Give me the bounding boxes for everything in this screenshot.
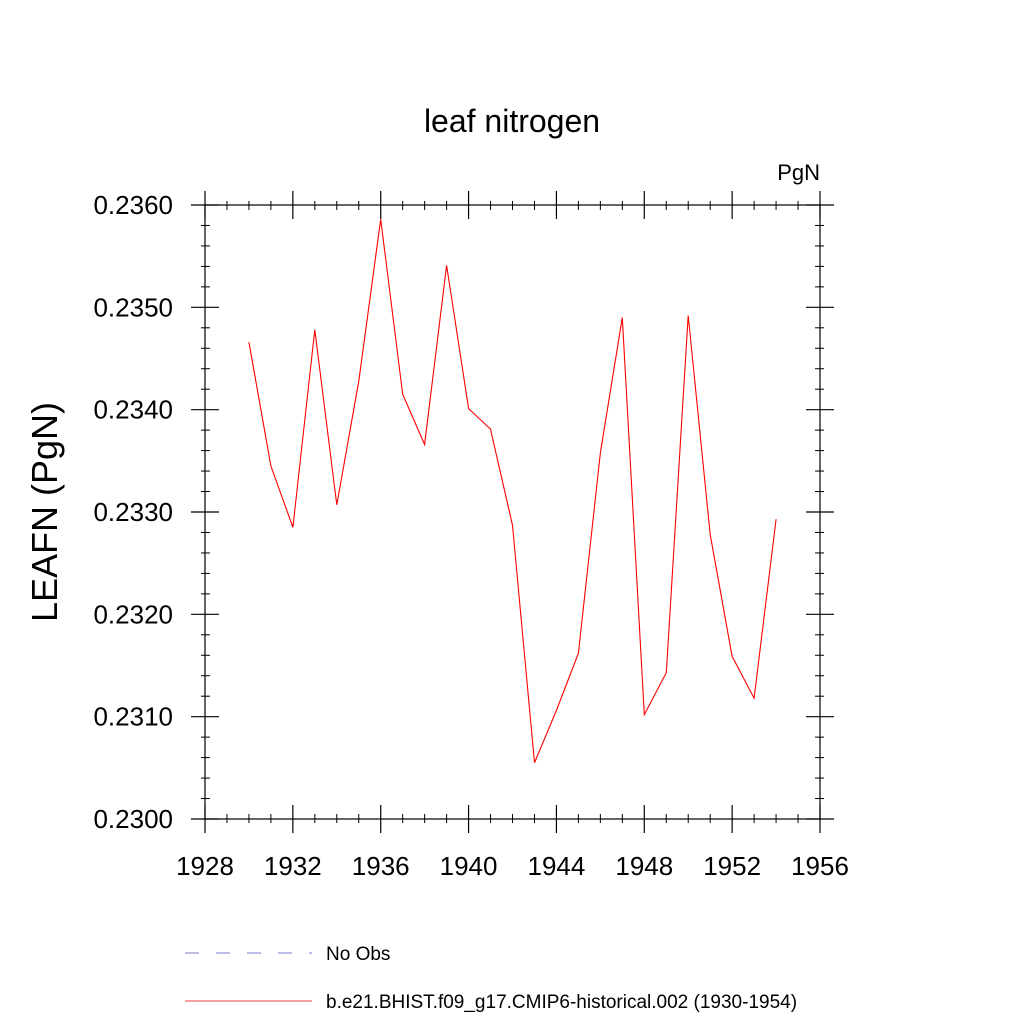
y-axis-label: LEAFN (PgN) bbox=[24, 402, 65, 622]
units-label: PgN bbox=[777, 160, 820, 185]
y-tick-label: 0.2310 bbox=[93, 702, 173, 732]
y-tick-label: 0.2300 bbox=[93, 804, 173, 834]
x-tick-label: 1932 bbox=[264, 851, 322, 881]
plot-frame bbox=[204, 204, 821, 820]
x-tick-label: 1948 bbox=[615, 851, 673, 881]
series-layer bbox=[248, 219, 777, 763]
y-tick-label: 0.2320 bbox=[93, 599, 173, 629]
y-tick-label: 0.2360 bbox=[93, 190, 173, 220]
y-tick-label: 0.2330 bbox=[93, 497, 173, 527]
y-tick-label: 0.2350 bbox=[93, 292, 173, 322]
x-tick-label: 1944 bbox=[528, 851, 586, 881]
axis-ticks bbox=[191, 191, 834, 833]
x-tick-label: 1936 bbox=[352, 851, 410, 881]
x-tick-label: 1928 bbox=[176, 851, 234, 881]
chart-title: leaf nitrogen bbox=[424, 103, 600, 139]
x-tick-label: 1940 bbox=[440, 851, 498, 881]
legend-label-no-obs: No Obs bbox=[326, 944, 390, 965]
x-tick-label: 1952 bbox=[703, 851, 761, 881]
series-line bbox=[248, 219, 777, 763]
x-tick-label: 1956 bbox=[791, 851, 849, 881]
legend-label-historical: b.e21.BHIST.f09_g17.CMIP6-historical.002… bbox=[326, 992, 797, 1013]
legend: No Obs b.e21.BHIST.f09_g17.CMIP6-histori… bbox=[185, 944, 797, 1013]
axis-tick-labels: 0.2300 0.2310 0.2320 0.2330 0.2340 0.2350 0.23… bbox=[93, 190, 848, 881]
y-tick-label: 0.2340 bbox=[93, 395, 173, 425]
